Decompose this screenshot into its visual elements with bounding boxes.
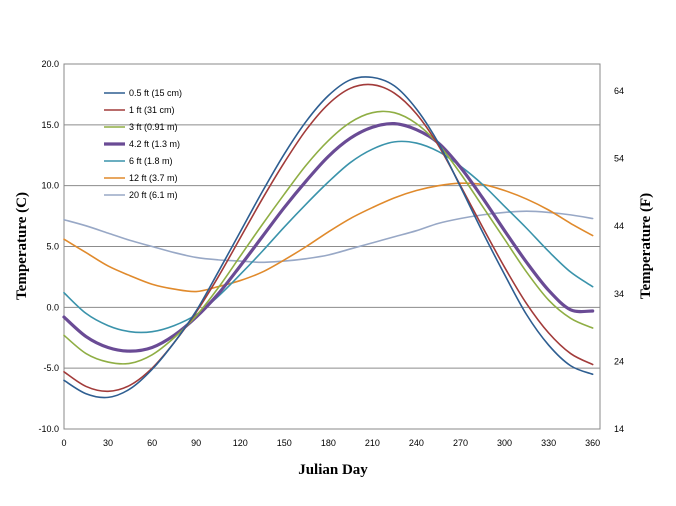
y-tick-label: 15.0 bbox=[41, 120, 59, 130]
y-right-tick-label: 44 bbox=[614, 221, 624, 231]
series-line-4-2ft bbox=[62, 121, 595, 353]
y-tick-label: -10.0 bbox=[38, 424, 59, 434]
y-tick-labels: -10.0 -5.0 0.0 5.0 10.0 15.0 20.0 bbox=[38, 59, 59, 434]
x-tick-label: 270 bbox=[453, 438, 468, 448]
legend-label-0-5ft: 0.5 ft (15 cm) bbox=[129, 88, 182, 98]
x-tick-label: 300 bbox=[497, 438, 512, 448]
x-tick-label: 240 bbox=[409, 438, 424, 448]
legend-label-6ft: 6 ft (1.8 m) bbox=[129, 156, 173, 166]
series-line-1ft bbox=[63, 83, 594, 393]
y-tick-label: 10.0 bbox=[41, 181, 59, 191]
y-tick-label: 0.0 bbox=[46, 302, 59, 312]
x-tick-label: 180 bbox=[321, 438, 336, 448]
x-tick-label: 330 bbox=[541, 438, 556, 448]
y-tick-label: -5.0 bbox=[43, 363, 59, 373]
series-line-20ft bbox=[63, 210, 594, 264]
x-tick-labels: 0 30 60 90 120 150 180 210 240 270 300 330 360 bbox=[61, 438, 600, 448]
y-right-tick-labels: 14 24 34 44 54 64 bbox=[614, 86, 624, 434]
series-line-3ft bbox=[63, 110, 594, 365]
legend: 0.5 ft (15 cm) 1 ft (31 cm) 3 ft (0.91 m) 4… bbox=[104, 88, 182, 200]
y-tick-label: 5.0 bbox=[46, 242, 59, 252]
x-tick-label: 150 bbox=[277, 438, 292, 448]
legend-label-3ft: 3 ft (0.91 m) bbox=[129, 122, 178, 132]
y-right-tick-label: 64 bbox=[614, 86, 624, 96]
x-tick-label: 360 bbox=[585, 438, 600, 448]
x-axis-title: Julian Day bbox=[298, 462, 368, 478]
y-tick-label: 20.0 bbox=[41, 59, 59, 69]
x-tick-label: 90 bbox=[191, 438, 201, 448]
y-right-axis-title: Temperature (F) bbox=[638, 193, 654, 299]
legend-label-4-2ft: 4.2 ft (1.3 m) bbox=[129, 139, 180, 149]
y-right-tick-label: 24 bbox=[614, 356, 624, 366]
series-line-0-5ft bbox=[63, 76, 594, 399]
series-line-6ft bbox=[63, 140, 594, 334]
x-tick-label: 120 bbox=[233, 438, 248, 448]
legend-label-12ft: 12 ft (3.7 m) bbox=[129, 173, 178, 183]
series-line-12ft bbox=[63, 182, 594, 293]
legend-label-1ft: 1 ft (31 cm) bbox=[129, 105, 175, 115]
legend-label-20ft: 20 ft (6.1 m) bbox=[129, 190, 178, 200]
plot-area-border bbox=[63, 63, 601, 430]
x-tick-label: 30 bbox=[103, 438, 113, 448]
series-group bbox=[62, 76, 595, 399]
x-tick-label: 60 bbox=[147, 438, 157, 448]
x-tick-label: 210 bbox=[365, 438, 380, 448]
x-tick-label: 0 bbox=[61, 438, 66, 448]
y-right-tick-label: 34 bbox=[614, 289, 624, 299]
y-axis-title: Temperature (C) bbox=[14, 192, 30, 300]
y-right-tick-label: 54 bbox=[614, 154, 624, 164]
y-right-tick-label: 14 bbox=[614, 424, 624, 434]
